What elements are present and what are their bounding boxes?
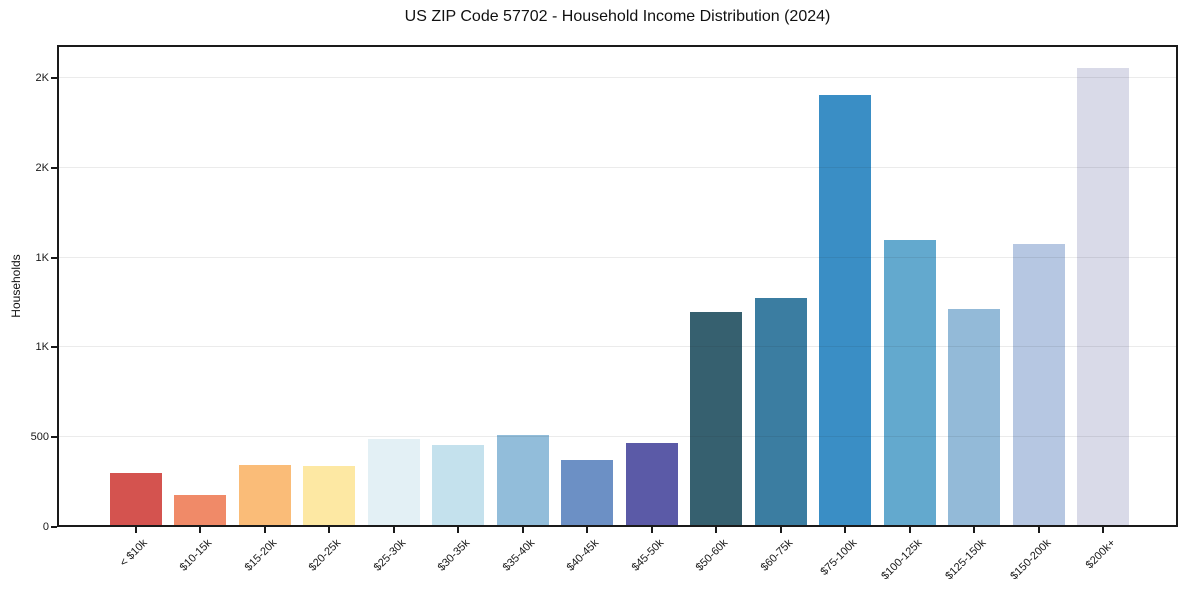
x-tick-label: $50-60k — [693, 537, 731, 574]
x-tick-mark — [328, 527, 330, 533]
chart-title: US ZIP Code 57702 - Household Income Dis… — [404, 8, 831, 25]
x-tick-mark — [715, 527, 717, 533]
gridlines-overlay — [57, 45, 1178, 527]
bar-45-50k — [625, 442, 678, 527]
y-tick-label: 2K — [35, 72, 49, 85]
gridline-2K — [57, 77, 1178, 79]
bar-60-75k — [754, 298, 807, 527]
x-tick-label: $75-100k — [818, 537, 860, 578]
plot-area — [57, 45, 1178, 527]
bar-50-60k — [690, 312, 742, 527]
y-tick-label: 500 — [30, 431, 49, 444]
x-tick-label: $15-20k — [242, 537, 279, 574]
x-tick-mark — [263, 527, 266, 533]
gridline-1K — [57, 346, 1178, 348]
x-tick-label: $40-45k — [564, 537, 602, 574]
bar-125-150k — [948, 309, 1000, 527]
x-tick-mark — [908, 527, 911, 533]
x-tick-label: $10-15k — [177, 537, 215, 574]
y-tick-mark — [51, 256, 57, 259]
bar-200k+ — [1077, 67, 1129, 527]
x-tick-label: $100-125k — [878, 537, 924, 583]
bars-container — [57, 45, 1178, 527]
bar-10-15k — [174, 495, 226, 527]
x-tick-label: $150-200k — [1007, 537, 1053, 583]
y-tick-mark — [51, 526, 57, 528]
x-tick-label: $200k+ — [1083, 537, 1118, 572]
bar-150-200k — [1012, 244, 1065, 527]
bar-25-30k — [367, 438, 420, 527]
x-tick-mark — [779, 527, 782, 533]
x-tick-mark — [1102, 527, 1104, 533]
x-tick-label: $45-50k — [629, 537, 666, 574]
x-tick-mark — [392, 527, 395, 533]
x-tick-label: $30-35k — [435, 537, 473, 574]
x-tick-mark — [973, 527, 975, 533]
y-tick-mark — [51, 346, 57, 349]
bar-75-100k — [819, 95, 871, 527]
bar-10k — [109, 473, 162, 527]
x-tick-mark — [457, 527, 459, 533]
x-tick-mark — [134, 527, 137, 533]
bar-15-20k — [238, 464, 291, 527]
x-tick-label: $25-30k — [371, 537, 408, 574]
gridline-1K — [57, 256, 1178, 258]
x-tick-mark — [650, 527, 653, 533]
x-tick-mark — [586, 527, 588, 533]
x-tick-mark — [521, 527, 524, 533]
bar-20-25k — [303, 466, 355, 527]
bar-100-125k — [883, 240, 936, 527]
y-tick-mark — [51, 436, 57, 439]
x-tick-mark — [844, 527, 846, 533]
y-tick-label: 0 — [42, 521, 49, 533]
y-tick-mark — [51, 77, 57, 80]
y-tick-label: 1K — [35, 341, 49, 354]
bar-35-40k — [496, 434, 549, 527]
x-tick-mark — [199, 527, 201, 533]
y-tick-mark — [51, 166, 57, 169]
gridline-500 — [57, 436, 1178, 438]
gridline-2K — [57, 166, 1178, 168]
y-tick-label: 2K — [35, 161, 49, 174]
x-tick-label: $125-150k — [943, 537, 989, 583]
x-tick-label: $60-75k — [758, 537, 795, 574]
x-tick-label: $20-25k — [306, 537, 344, 574]
x-tick-label: < $10k — [117, 537, 150, 570]
y-tick-label: 1K — [35, 251, 49, 264]
x-tick-label: $35-40k — [500, 537, 537, 574]
bar-40-45k — [561, 459, 613, 527]
x-tick-mark — [1037, 527, 1040, 533]
bar-30-35k — [432, 445, 484, 527]
